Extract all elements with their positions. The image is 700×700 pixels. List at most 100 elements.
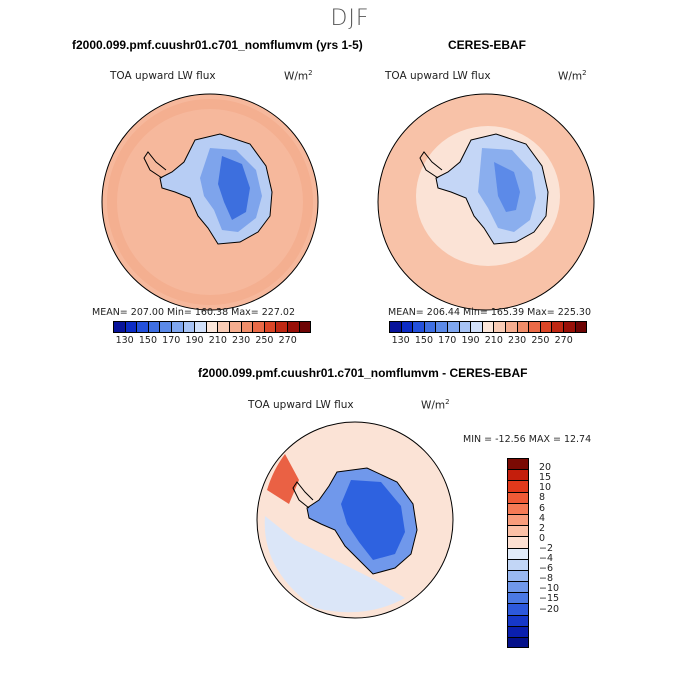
- colorbar-cell: [507, 491, 529, 503]
- colorbar-cell: [447, 322, 460, 332]
- colorbar-cell: [505, 322, 518, 332]
- colorbar-diff: [507, 458, 529, 649]
- colorbar-cell: [413, 322, 425, 332]
- colorbar-cell: [507, 592, 529, 604]
- polar-map-model: [101, 93, 319, 311]
- colorbar-cell: [424, 322, 437, 332]
- peninsula: [292, 481, 314, 509]
- colorbar-tick-label: 270: [278, 335, 297, 346]
- colorbar-tick-label: 190: [185, 335, 204, 346]
- colorbar-cell: [507, 502, 529, 514]
- colorbar-tick-label: −15: [539, 593, 560, 605]
- stats-model: MEAN= 207.00 Min= 160.38 Max= 227.02: [92, 307, 296, 318]
- colorbar-cell: [264, 322, 277, 332]
- units-label-obs: W/m2: [558, 69, 587, 83]
- colorbar-ticks-model: 130 150 170 190 210 230 250 270: [113, 335, 311, 349]
- colorbar-tick-label: 170: [438, 335, 457, 346]
- colorbar-cell: [507, 525, 529, 537]
- polar-map-obs: [377, 93, 595, 311]
- peninsula: [419, 151, 443, 179]
- colorbar-tick-label: 15: [539, 472, 552, 484]
- colorbar-cell: [183, 322, 196, 332]
- colorbar-tick-label: 170: [162, 335, 181, 346]
- blue-sector: [264, 516, 405, 613]
- colorbar-cell: [114, 322, 126, 332]
- page-title: DJF: [330, 6, 370, 31]
- colorbar-cell: [507, 603, 529, 615]
- colorbar-cell: [206, 322, 219, 332]
- colorbar-cell: [507, 547, 529, 559]
- peninsula: [143, 151, 167, 179]
- colorbar-obs: [389, 321, 587, 333]
- colorbar-tick-label: 210: [484, 335, 503, 346]
- colorbar-tick-label: 2: [539, 522, 546, 534]
- colorbar-cell: [575, 322, 587, 332]
- colorbar-tick-label: 190: [461, 335, 480, 346]
- panel-title-obs: CERES-EBAF: [448, 38, 527, 52]
- colorbar-cell: [507, 536, 529, 548]
- colorbar-cell: [241, 322, 254, 332]
- colorbar-tick-label: −2: [539, 542, 554, 554]
- units-label-model: W/m2: [284, 69, 313, 83]
- colorbar-tick-label: −4: [539, 553, 554, 564]
- colorbar-cell: [507, 480, 529, 492]
- ice-sheet-core: [341, 480, 405, 560]
- panel-title-diff: f2000.099.pmf.cuushr01.c701_nomflumvm - …: [198, 366, 528, 380]
- colorbar-cell: [160, 322, 172, 332]
- colorbar-cell: [137, 322, 149, 332]
- polar-map-diff: [256, 421, 454, 619]
- colorbar-tick-label: 8: [539, 492, 546, 504]
- colorbar-cell: [276, 322, 288, 332]
- colorbar-cell: [436, 322, 448, 332]
- colorbar-cell: [253, 322, 265, 332]
- colorbar-tick-label: 150: [414, 335, 434, 346]
- colorbar-cell: [507, 569, 529, 582]
- colorbar-cell: [507, 581, 529, 593]
- colorbar-cell: [195, 322, 207, 332]
- colorbar-cell: [507, 469, 529, 481]
- colorbar-cell: [401, 322, 414, 332]
- field-label-diff: TOA upward LW flux: [248, 399, 354, 411]
- colorbar-tick-label: −8: [539, 573, 554, 585]
- colorbar-cell: [148, 322, 161, 332]
- colorbar-tick-label: −10: [539, 583, 560, 595]
- colorbar-tick-label: 10: [539, 482, 552, 494]
- colorbar-model: [113, 321, 311, 333]
- colorbar-ticks-obs: 130 150 170 190 210 230 250 270: [389, 335, 587, 349]
- colorbar-cell: [507, 614, 529, 626]
- colorbar-cell: [125, 322, 138, 332]
- colorbar-cell: [287, 322, 300, 332]
- stats-diff: MIN = -12.56 MAX = 12.74: [463, 434, 592, 445]
- colorbar-tick-label: 270: [554, 335, 573, 346]
- colorbar-cell: [507, 637, 529, 649]
- colorbar-tick-label: 230: [232, 335, 251, 346]
- colorbar-cell: [517, 322, 530, 332]
- colorbar-tick-label: 130: [115, 335, 134, 346]
- colorbar-cell: [529, 322, 541, 332]
- colorbar-tick-label: 250: [255, 335, 274, 346]
- colorbar-cell: [494, 322, 506, 332]
- stats-obs: MEAN= 206.44 Min= 165.39 Max= 225.30: [388, 307, 592, 318]
- field-label-model: TOA upward LW flux: [110, 70, 216, 82]
- colorbar-cell: [390, 322, 402, 332]
- colorbar-tick-label: 210: [208, 335, 227, 346]
- colorbar-cell: [552, 322, 564, 332]
- colorbar-tick-label: 130: [391, 335, 410, 346]
- colorbar-tick-label: 250: [531, 335, 550, 346]
- colorbar-cell: [299, 322, 311, 332]
- colorbar-tick-label: −20: [539, 603, 560, 615]
- colorbar-cell: [459, 322, 472, 332]
- colorbar-tick-label: 4: [539, 512, 546, 524]
- colorbar-cell: [218, 322, 230, 332]
- colorbar-cell: [563, 322, 576, 332]
- colorbar-tick-label: 6: [539, 502, 546, 514]
- field-label-obs: TOA upward LW flux: [385, 70, 491, 82]
- colorbar-cell: [507, 513, 529, 526]
- colorbar-cell: [471, 322, 483, 332]
- warm-band: [107, 99, 313, 305]
- colorbar-tick-label: 0: [539, 532, 546, 544]
- colorbar-tick-label: 20: [539, 462, 552, 474]
- colorbar-tick-label: 150: [138, 335, 158, 346]
- red-sector: [267, 454, 299, 504]
- colorbar-cell: [229, 322, 242, 332]
